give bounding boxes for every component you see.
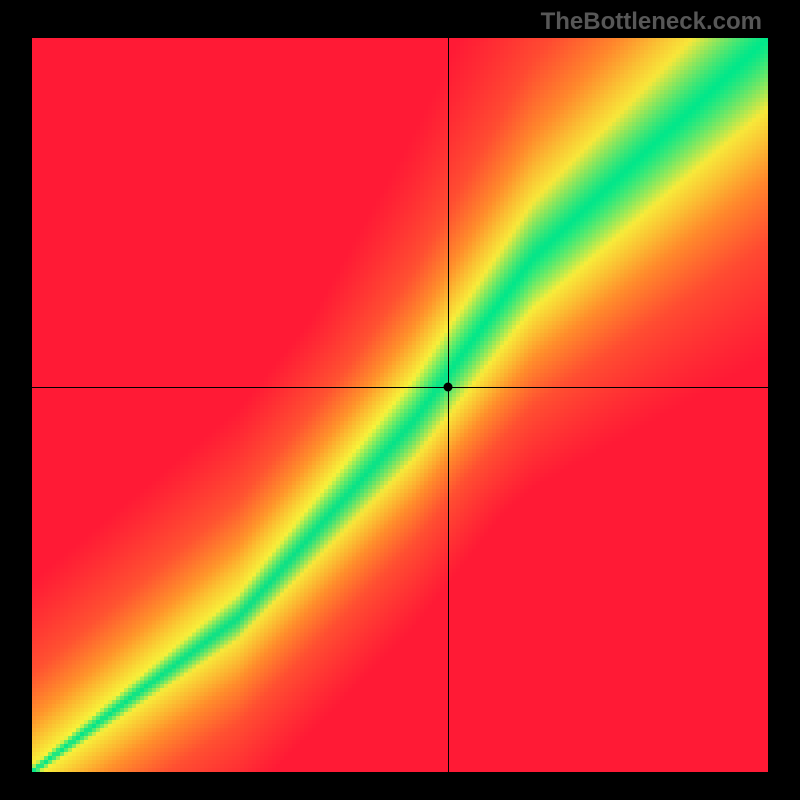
watermark-label: TheBottleneck.com bbox=[541, 8, 762, 36]
chart-frame: { "watermark": { "text": "TheBottleneck.… bbox=[0, 0, 800, 800]
plot-area bbox=[32, 38, 768, 772]
crosshair-horizontal bbox=[32, 387, 768, 388]
crosshair-vertical bbox=[448, 38, 449, 772]
crosshair-marker bbox=[443, 382, 452, 391]
heatmap-canvas bbox=[32, 38, 768, 772]
